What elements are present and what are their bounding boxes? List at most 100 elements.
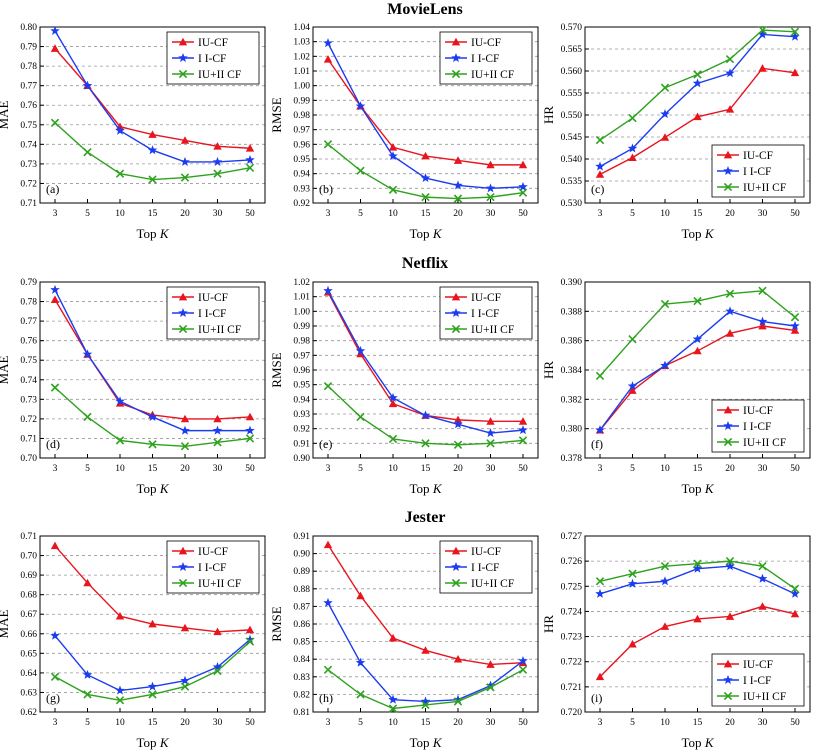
data-point [518, 436, 528, 445]
data-point [518, 188, 528, 197]
y-tick-label: 0.722 [561, 658, 583, 668]
legend-label: I I-CF [743, 166, 771, 178]
data-point [388, 633, 398, 642]
y-tick-label: 0.99 [293, 96, 310, 106]
data-point [790, 584, 800, 593]
panel-label: (i) [591, 691, 602, 705]
data-point [212, 662, 223, 672]
x-tick-label: 3 [53, 718, 58, 728]
data-point [693, 614, 702, 623]
data-point [213, 666, 222, 676]
x-axis-label-prefix: Top [137, 226, 160, 241]
x-tick-label: 10 [388, 718, 398, 728]
data-point [388, 434, 398, 444]
data-point [628, 639, 637, 648]
y-tick-label: 0.555 [561, 89, 583, 99]
x-axis-label: Top K [137, 735, 170, 750]
x-tick-label: 15 [421, 209, 431, 219]
data-point [323, 55, 333, 63]
series-i-i-cf [323, 38, 528, 193]
x-tick-label: 10 [388, 209, 398, 219]
data-point [50, 672, 60, 681]
data-point [660, 622, 670, 630]
x-tick-label: 15 [148, 464, 158, 474]
data-point [790, 588, 800, 598]
data-point [486, 660, 495, 668]
data-point [790, 27, 800, 37]
panel-g: 0.62 0.63 0.64 0.65 0.66 0.67 0.68 0.69 0.70 0.71… [0, 532, 266, 750]
legend-label: IU+II CF [198, 578, 241, 590]
x-axis-label-prefix: Top [410, 226, 433, 241]
y-tick-label: 0.79 [20, 278, 37, 288]
series-i-i-cf [50, 630, 255, 695]
data-point [356, 349, 365, 358]
data-point [453, 694, 463, 704]
legend: IU-CF I I-CF IU+II CF [439, 286, 533, 340]
x-tick-label: 20 [725, 464, 735, 474]
data-point [453, 697, 463, 706]
data-point [790, 326, 800, 334]
data-point [693, 70, 702, 79]
x-axis-label: Top K [410, 735, 443, 750]
panel-label: (e) [319, 437, 332, 451]
x-tick-label: 10 [115, 209, 125, 219]
data-point [245, 144, 255, 152]
legend-marker [723, 182, 733, 192]
x-tick-label: 50 [245, 718, 255, 728]
data-point [356, 591, 365, 600]
y-tick-label: 0.78 [20, 62, 37, 72]
data-point [485, 428, 496, 438]
data-point [355, 101, 366, 111]
legend-marker [178, 546, 188, 555]
x-tick-label: 10 [388, 464, 398, 474]
data-point [388, 392, 398, 402]
y-tick-label: 0.726 [561, 557, 583, 567]
data-point [485, 183, 496, 193]
data-point [180, 414, 190, 423]
data-point [245, 625, 255, 634]
y-tick-label: 0.71 [20, 532, 37, 542]
y-tick-label: 0.79 [20, 43, 37, 53]
series-i-i-cf [323, 597, 528, 706]
legend-marker [178, 324, 188, 334]
legend-marker [723, 675, 733, 685]
panel-b: 0.92 0.93 0.94 0.95 0.96 0.97 0.98 0.99 1.00 1.01… [269, 23, 539, 241]
data-point [212, 156, 223, 166]
x-axis-label: Top K [682, 226, 715, 241]
y-tick-label: 0.384 [561, 366, 583, 376]
x-tick-label: 5 [85, 718, 90, 728]
panel-label: (d) [46, 437, 60, 451]
y-tick-label: 0.378 [561, 454, 583, 464]
y-tick-label: 0.99 [293, 322, 310, 332]
plot-frame [39, 26, 266, 204]
x-tick-label: 3 [598, 718, 603, 728]
legend: IU-CF I I-CF IU+II CF [711, 144, 805, 198]
x-tick-label: 15 [693, 718, 703, 728]
data-point [180, 442, 190, 451]
data-point [115, 696, 125, 705]
y-tick-label: 0.66 [20, 630, 37, 640]
x-axis-label-prefix: Top [137, 735, 160, 750]
y-tick-label: 0.62 [20, 708, 37, 718]
legend-marker [178, 578, 188, 588]
data-point [50, 383, 60, 392]
data-point [660, 360, 670, 370]
data-point [595, 425, 605, 435]
data-point [356, 412, 365, 422]
data-point [245, 434, 255, 443]
data-point [388, 694, 398, 704]
data-point [83, 578, 92, 587]
data-point [115, 685, 125, 695]
legend-marker [451, 578, 461, 588]
x-tick-label: 30 [486, 464, 496, 474]
legend-label: I I-CF [471, 562, 499, 574]
x-tick-label: 50 [245, 464, 255, 474]
legend-marker [723, 166, 733, 176]
y-tick-label: 0.98 [293, 111, 310, 121]
x-tick-label: 3 [326, 209, 331, 219]
data-point [627, 578, 638, 588]
series-iu-ii-cf [323, 381, 528, 449]
y-tick-label: 0.89 [293, 567, 310, 577]
data-point [453, 440, 463, 449]
x-tick-label: 50 [518, 209, 528, 219]
